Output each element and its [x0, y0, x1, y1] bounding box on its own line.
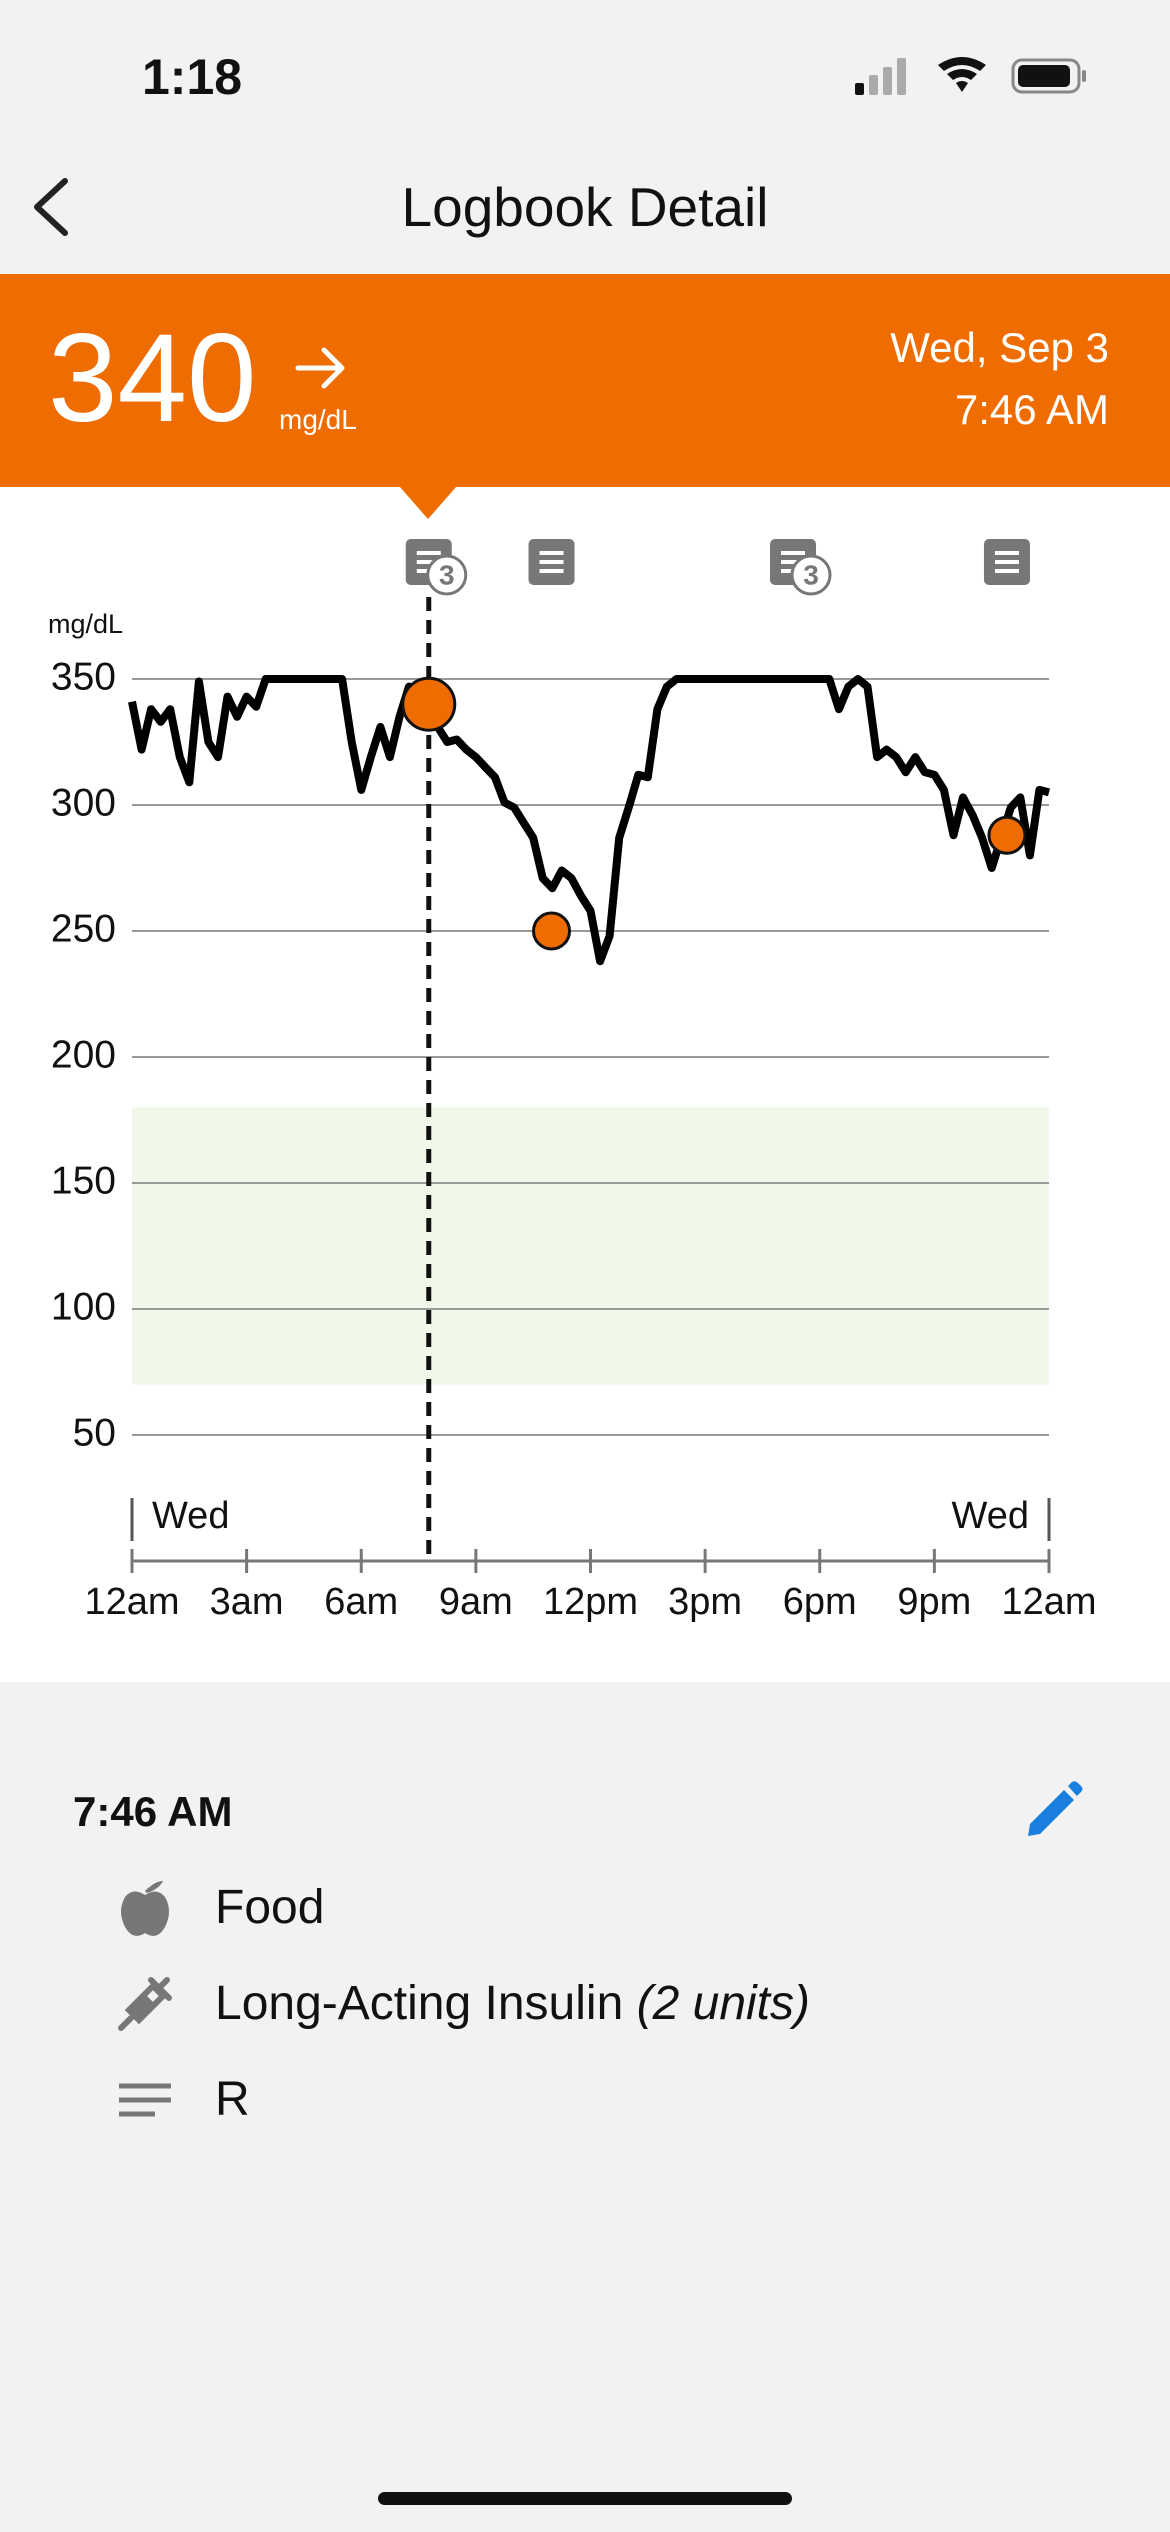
entry-item-detail: (2 units) — [636, 1977, 810, 2030]
selected-reading — [401, 676, 457, 732]
entry-item: R — [215, 2073, 250, 2126]
entry-item-label: Long-Acting Insulin — [215, 1977, 624, 2030]
chart-panel: mg/dL 50 100 150 200 250 300 350 12am 3am 6am 9am 12… — [0, 487, 1170, 1682]
note-badge — [426, 554, 468, 596]
target-range — [132, 1107, 1049, 1385]
status-time: 1:18 — [142, 49, 243, 105]
reading-date: Wed, Sep 3 — [890, 324, 1109, 371]
home-indicator — [378, 2492, 792, 2505]
x-tick-label: 6pm — [783, 1581, 857, 1623]
x-tick-label: 12am — [84, 1581, 179, 1623]
x-tick-label: 12pm — [543, 1581, 638, 1623]
reading — [987, 815, 1027, 855]
note-badge-count: 3 — [803, 559, 819, 590]
entry-time: 7:46 AM — [73, 1788, 233, 1835]
trend-arrow — [295, 347, 345, 389]
header-pointer — [400, 487, 456, 519]
y-tick-label: 200 — [51, 1033, 116, 1076]
y-tick-label: 250 — [51, 907, 116, 950]
y-tick-label: 100 — [51, 1285, 116, 1328]
note-marker[interactable] — [983, 539, 1030, 585]
x-tick-label: 9am — [439, 1581, 513, 1623]
chart: mg/dL 50 100 150 200 250 300 350 12am 3am 6am 9am 12… — [48, 487, 1097, 1623]
reading-time: 7:46 AM — [954, 386, 1109, 433]
food-icon — [121, 1881, 169, 1936]
note-badge — [790, 554, 832, 596]
reading-unit: mg/dL — [279, 404, 357, 435]
y-tick-label: 300 — [51, 781, 116, 824]
note-marker[interactable]: 3 — [405, 539, 468, 596]
reading — [532, 911, 572, 951]
day-label: Wed — [152, 1495, 229, 1537]
note-marker[interactable] — [528, 539, 575, 585]
x-tick-label: 9pm — [897, 1581, 971, 1623]
y-axis-label: mg/dL — [48, 609, 123, 639]
x-tick-label: 3am — [210, 1581, 284, 1623]
note-marker[interactable]: 3 — [770, 539, 832, 596]
x-tick-label: 3pm — [668, 1581, 742, 1623]
x-tick-label: 6am — [324, 1581, 398, 1623]
entry-item: Food — [215, 1881, 325, 1934]
y-tick-label: 50 — [73, 1411, 116, 1454]
status-icons — [855, 57, 1086, 95]
nav-title: Logbook Detail — [401, 176, 769, 238]
reading-header: 340 mg/dL Wed, Sep 3 7:46 AM — [0, 274, 1170, 487]
x-tick-label: 12am — [1001, 1581, 1096, 1623]
day-label: Wed — [952, 1495, 1029, 1537]
entry-item: Long-Acting Insulin (2 units) — [215, 1976, 810, 2031]
insulin-icon — [118, 1977, 172, 2031]
y-tick-label: 150 — [51, 1159, 116, 1202]
note-badge-count: 3 — [439, 559, 455, 590]
glucose-line — [128, 675, 1051, 966]
y-tick-label: 350 — [51, 655, 116, 698]
reading-value: 340 — [48, 309, 257, 448]
edit-button[interactable] — [1020, 1780, 1084, 1844]
note-icon — [119, 2083, 171, 2117]
back-button[interactable] — [25, 175, 75, 239]
